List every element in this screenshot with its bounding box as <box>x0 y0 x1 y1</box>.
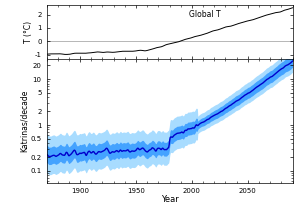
X-axis label: Year: Year <box>160 195 178 204</box>
Y-axis label: Katrinas/decade: Katrinas/decade <box>20 89 29 152</box>
Text: Global T: Global T <box>189 10 221 19</box>
Y-axis label: T (°C): T (°C) <box>24 21 33 43</box>
